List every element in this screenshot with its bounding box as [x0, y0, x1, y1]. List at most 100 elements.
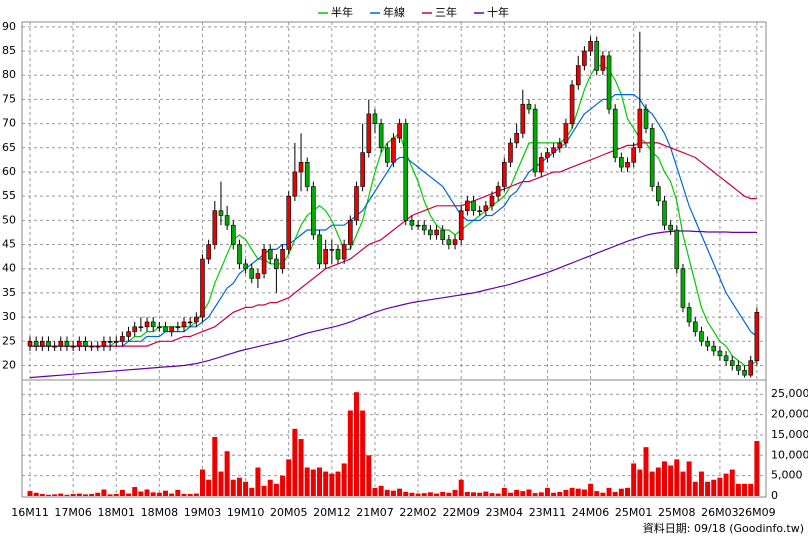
candle-body	[33, 340, 39, 347]
candle-body	[397, 123, 402, 139]
x-tick-label: 23M11	[529, 506, 567, 519]
candle-body	[403, 123, 409, 221]
candle-body	[366, 113, 372, 153]
candle-body	[230, 224, 236, 245]
candle-body	[218, 210, 224, 216]
candle-body	[274, 258, 279, 270]
candle-body	[120, 336, 125, 342]
x-tick-label: 25M08	[658, 506, 696, 519]
volume-bar	[514, 489, 520, 496]
candle-body	[52, 345, 57, 348]
candle-body	[329, 249, 335, 251]
volume-bar	[557, 491, 563, 496]
candle-body	[538, 157, 544, 173]
volume-bar	[138, 491, 144, 496]
volume-bar	[132, 487, 138, 496]
volume-bar	[446, 492, 452, 496]
candle-body	[360, 152, 365, 187]
candle-body	[181, 321, 187, 328]
candle-body	[163, 326, 168, 332]
volume-bar	[415, 493, 421, 496]
x-tick-label: 23M04	[486, 506, 524, 519]
y2-tick-label: 5,000	[771, 469, 803, 482]
x-tick-label: 22M09	[442, 506, 480, 519]
x-tick-label: 20M05	[270, 506, 308, 519]
volume-bar	[378, 485, 384, 496]
volume-bar	[218, 471, 224, 496]
candle-body	[699, 331, 704, 342]
y-tick-label: 20	[2, 358, 16, 371]
volume-bar	[39, 493, 45, 496]
candle-body	[243, 263, 248, 270]
candle-body	[711, 345, 717, 352]
candle-body	[200, 258, 205, 318]
candle-body	[354, 186, 359, 221]
candle-body	[255, 273, 261, 279]
candle-body	[705, 340, 710, 347]
x-tick-label: 18M08	[141, 506, 179, 519]
volume-bar	[175, 489, 181, 496]
candle-body	[175, 326, 181, 329]
candle-body	[495, 186, 501, 197]
volume-bar	[507, 492, 513, 496]
candle-body	[545, 152, 550, 158]
x-tick-label: 17M06	[54, 506, 92, 519]
volume-bar	[643, 447, 649, 496]
volume-bar	[742, 483, 748, 496]
volume-bar	[471, 492, 477, 496]
candle-body	[267, 249, 273, 260]
candle-body	[557, 142, 563, 149]
candle-body	[717, 350, 723, 357]
volume-bar	[261, 485, 267, 496]
candle-body	[643, 108, 649, 129]
candle-body	[311, 186, 316, 236]
candle-body	[138, 326, 144, 329]
volume-bar	[89, 493, 95, 496]
x-tick-label: 19M03	[184, 506, 222, 519]
volume-bar	[236, 477, 242, 496]
candle-body	[187, 321, 193, 324]
candle-body	[144, 321, 150, 328]
candle-body	[723, 355, 729, 361]
volume-bar	[600, 492, 606, 496]
volume-bar	[581, 489, 587, 496]
candle-body	[662, 200, 667, 226]
candle-body	[514, 132, 519, 144]
candle-body	[249, 268, 255, 279]
volume-bar	[440, 491, 446, 496]
candle-body	[27, 340, 33, 347]
candle-body	[421, 224, 427, 231]
candle-body	[668, 224, 673, 231]
candle-body	[46, 340, 51, 347]
x-tick-label: 22M02	[399, 506, 437, 519]
candle-body	[532, 108, 538, 173]
volume-bar	[341, 463, 347, 496]
volume-bar	[735, 483, 741, 496]
volume-bar	[193, 493, 199, 496]
candle-body	[588, 41, 593, 52]
candle-body	[428, 229, 433, 236]
volume-bar	[754, 441, 760, 496]
candle-body	[551, 147, 556, 153]
y-tick-label: 65	[2, 141, 16, 154]
volume-bar	[45, 494, 51, 496]
candle-body	[674, 229, 680, 270]
volume-bar	[144, 489, 150, 496]
legend-label: 三年	[435, 5, 457, 19]
volume-bar	[163, 490, 169, 496]
y2-tick-label: 15,000	[771, 428, 808, 441]
volume-bar	[329, 473, 335, 496]
candle-body	[754, 311, 760, 361]
candle-body	[736, 365, 741, 371]
candle-body	[477, 210, 482, 212]
volume-bar	[649, 471, 655, 496]
candle-body	[101, 340, 107, 347]
candle-body	[317, 234, 322, 265]
candle-body	[107, 340, 113, 343]
candle-body	[157, 326, 162, 329]
y2-tick-label: 20,000	[771, 408, 808, 421]
candle-body	[631, 147, 636, 163]
volume-bar	[729, 469, 735, 496]
volume-bar	[637, 469, 643, 496]
candle-body	[341, 244, 347, 260]
